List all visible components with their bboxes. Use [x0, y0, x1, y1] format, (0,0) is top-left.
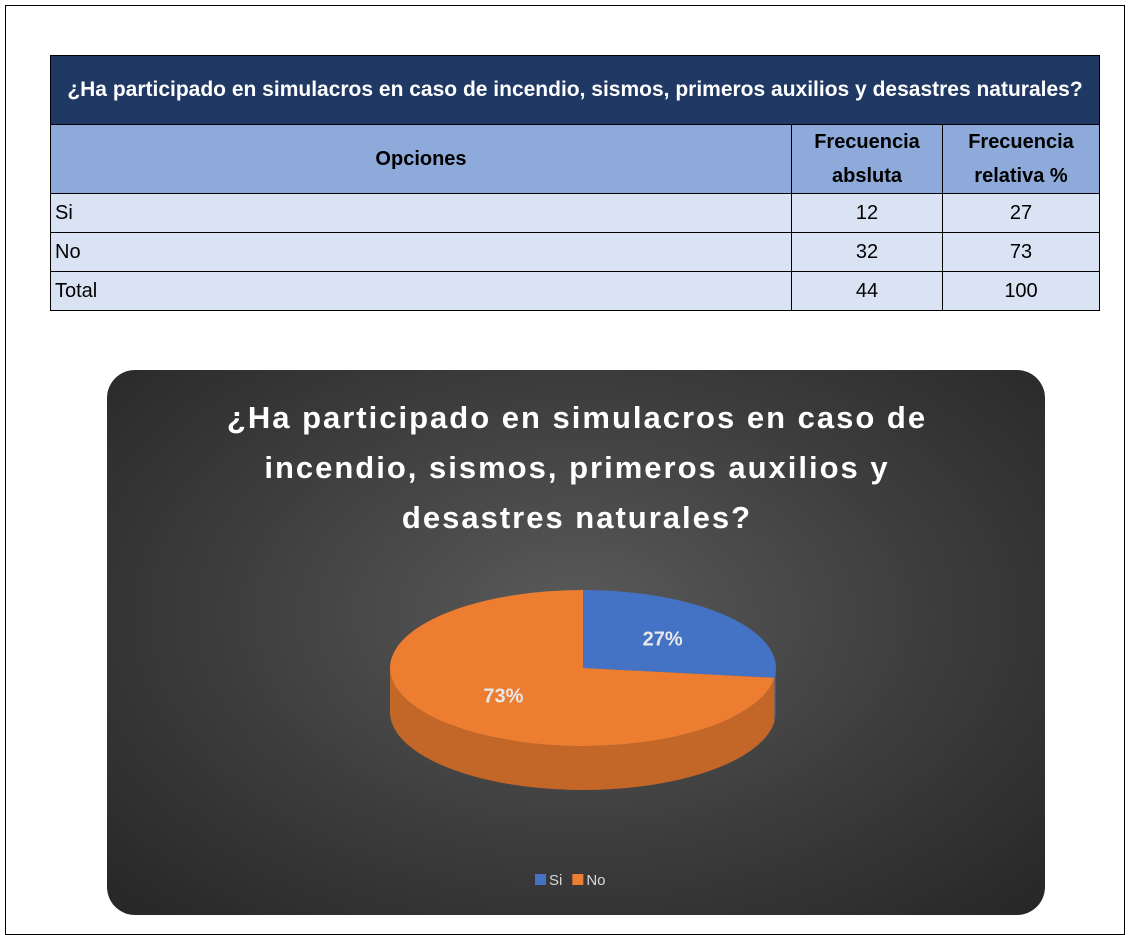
pie-slice [583, 590, 777, 678]
cell: No [50, 232, 792, 272]
legend-label: Si [549, 872, 562, 889]
cell: 73 [942, 232, 1100, 272]
legend-label: No [586, 872, 605, 889]
data-label: 73% [483, 685, 523, 707]
data-label: 27% [643, 629, 683, 651]
pie-side [389, 668, 775, 791]
cell: 12 [791, 193, 943, 233]
frequency-table: ¿Ha participado en simulacros en caso de… [50, 55, 1100, 311]
cell: Si [50, 193, 792, 233]
chart-title: ¿Ha participado en simulacros en caso de… [227, 400, 927, 535]
legend-swatch [535, 874, 546, 885]
cell: 32 [791, 232, 943, 272]
cell: Total [50, 271, 792, 311]
legend-swatch [572, 874, 584, 885]
cell: 100 [942, 271, 1100, 311]
cell: 44 [791, 271, 943, 311]
cell: 27 [942, 193, 1100, 233]
pie-slice [390, 590, 775, 746]
column-header: Opciones [50, 124, 792, 194]
column-header: Frecuencia relativa % [942, 124, 1100, 194]
pie-side [774, 668, 776, 722]
